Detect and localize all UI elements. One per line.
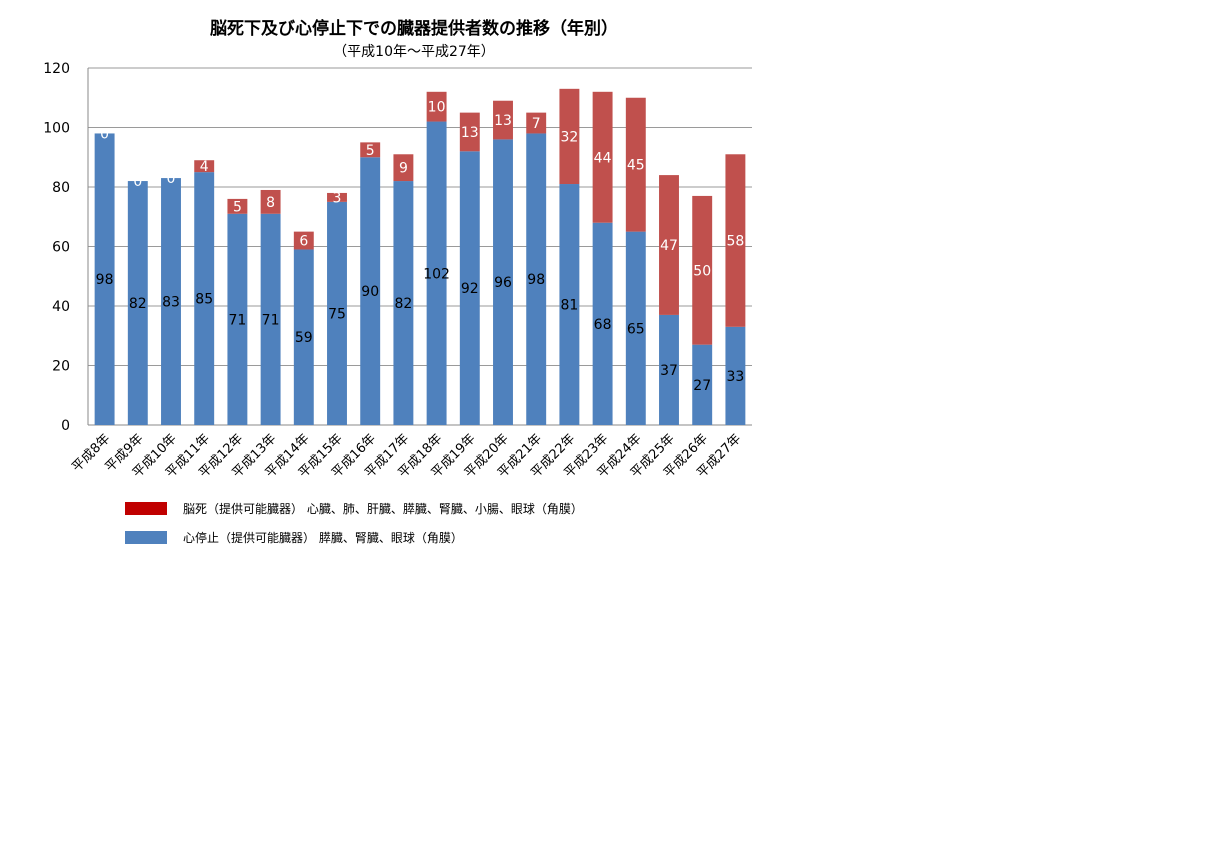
data-label-cardiac-arrest: 33 [726, 369, 744, 385]
data-label-cardiac-arrest: 75 [328, 306, 346, 322]
bar-cardiac-arrest [194, 172, 215, 425]
bar-brain-death [327, 192, 347, 202]
bar-brain-death [559, 88, 580, 185]
data-label-cardiac-arrest: 90 [361, 284, 379, 300]
y-tick-label: 120 [43, 61, 70, 77]
data-labels: 98 0 82 0 83 0 85 4 71 5 71 8 59 6 75 3 90 5 82 9 102 10 92 13 9… [96, 100, 745, 394]
bar-brain-death [659, 175, 679, 315]
bar-brain-death [625, 97, 646, 232]
y-axis: 0 20 40 60 80 100 120 [43, 61, 89, 434]
data-label-brain-death: 45 [627, 158, 645, 174]
legend-label-cardiac-arrest: 心停止（提供可能臓器） 膵臓、腎臓、眼球（角膜） [183, 530, 463, 545]
bar-cardiac-arrest [227, 213, 248, 425]
x-axis: 平成8年平成9年平成10年平成11年平成12年平成13年平成14年平成15年平成… [69, 431, 744, 481]
data-label-cardiac-arrest: 85 [195, 292, 213, 308]
data-label-brain-death: 44 [594, 150, 612, 166]
gridlines [88, 67, 752, 426]
bar-cardiac-arrest [161, 178, 181, 425]
data-label-brain-death: 9 [399, 161, 408, 177]
data-label-brain-death: 0 [167, 171, 176, 187]
data-label-cardiac-arrest: 82 [394, 296, 412, 312]
data-label-cardiac-arrest: 98 [527, 272, 545, 288]
bar-brain-death [692, 195, 713, 345]
bars [94, 88, 746, 426]
data-label-brain-death: 0 [133, 174, 142, 190]
data-label-cardiac-arrest: 96 [494, 275, 512, 291]
data-label-cardiac-arrest: 59 [295, 330, 313, 346]
legend-swatch-brain-death [125, 502, 167, 515]
data-label-cardiac-arrest: 65 [627, 321, 645, 337]
data-label-brain-death: 8 [266, 195, 275, 211]
bar-brain-death [426, 91, 447, 122]
bar-cardiac-arrest [327, 201, 347, 425]
bar-cardiac-arrest [459, 151, 480, 426]
bar-cardiac-arrest [360, 157, 381, 425]
data-label-cardiac-arrest: 83 [162, 295, 180, 311]
bar-brain-death [725, 154, 746, 327]
y-tick-label: 40 [52, 299, 70, 315]
bar-brain-death [526, 112, 547, 134]
data-label-brain-death: 6 [299, 234, 308, 250]
bar-brain-death [260, 189, 281, 214]
chart-title: 脳死下及び心停止下での臓器提供者数の推移（年別） [210, 18, 618, 39]
data-label-brain-death: 58 [726, 234, 744, 250]
bar-brain-death [293, 231, 314, 250]
data-label-cardiac-arrest: 71 [262, 312, 280, 328]
data-label-brain-death: 32 [560, 129, 578, 145]
bar-cardiac-arrest [94, 133, 115, 425]
data-label-cardiac-arrest: 98 [96, 272, 114, 288]
data-label-brain-death: 10 [428, 100, 446, 116]
bar-cardiac-arrest [559, 184, 580, 425]
bar-cardiac-arrest [393, 181, 414, 425]
bar-cardiac-arrest [260, 213, 281, 425]
data-label-brain-death: 50 [693, 263, 711, 279]
bar-cardiac-arrest [625, 231, 646, 425]
data-label-brain-death: 13 [461, 125, 479, 141]
data-label-cardiac-arrest: 37 [660, 363, 678, 379]
data-label-cardiac-arrest: 71 [228, 312, 246, 328]
data-label-cardiac-arrest: 102 [423, 266, 450, 282]
bar-cardiac-arrest [127, 181, 148, 425]
bar-brain-death [459, 112, 480, 152]
bar-brain-death [227, 198, 248, 214]
bar-brain-death [194, 160, 215, 173]
y-tick-label: 20 [52, 359, 70, 375]
data-label-cardiac-arrest: 68 [594, 317, 612, 333]
legend-swatch-cardiac-arrest [125, 531, 167, 544]
bar-cardiac-arrest [692, 344, 713, 425]
data-label-brain-death: 4 [200, 159, 209, 175]
bar-cardiac-arrest [493, 139, 513, 425]
bar-brain-death [393, 154, 414, 182]
data-label-brain-death: 13 [494, 113, 512, 129]
data-label-brain-death: 0 [100, 126, 109, 142]
data-label-brain-death: 3 [333, 190, 342, 206]
data-label-cardiac-arrest: 82 [129, 296, 147, 312]
bar-brain-death [360, 142, 381, 158]
y-tick-label: 60 [52, 240, 70, 256]
y-tick-label: 0 [61, 418, 70, 434]
chart-subtitle: （平成10年～平成27年） [333, 44, 495, 60]
legend: 脳死（提供可能臓器） 心臓、肺、肝臓、膵臓、腎臓、小腸、眼球（角膜） 心停止（提… [125, 501, 583, 545]
bar-cardiac-arrest [725, 326, 746, 425]
data-label-cardiac-arrest: 27 [693, 378, 711, 394]
y-tick-label: 80 [52, 180, 70, 196]
bar-cardiac-arrest [426, 121, 447, 426]
legend-label-brain-death: 脳死（提供可能臓器） 心臓、肺、肝臓、膵臓、腎臓、小腸、眼球（角膜） [183, 501, 583, 516]
bar-cardiac-arrest [592, 222, 613, 425]
bar-brain-death [592, 91, 613, 223]
data-label-cardiac-arrest: 92 [461, 281, 479, 297]
y-tick-label: 100 [43, 121, 70, 137]
data-label-brain-death: 7 [532, 116, 541, 132]
data-label-brain-death: 5 [233, 199, 242, 215]
data-label-brain-death: 5 [366, 143, 375, 159]
data-label-cardiac-arrest: 81 [560, 298, 578, 314]
bar-cardiac-arrest [659, 314, 679, 425]
data-label-brain-death: 47 [660, 238, 678, 254]
bar-brain-death [493, 100, 513, 140]
bar-cardiac-arrest [526, 133, 547, 425]
bar-cardiac-arrest [293, 249, 314, 425]
